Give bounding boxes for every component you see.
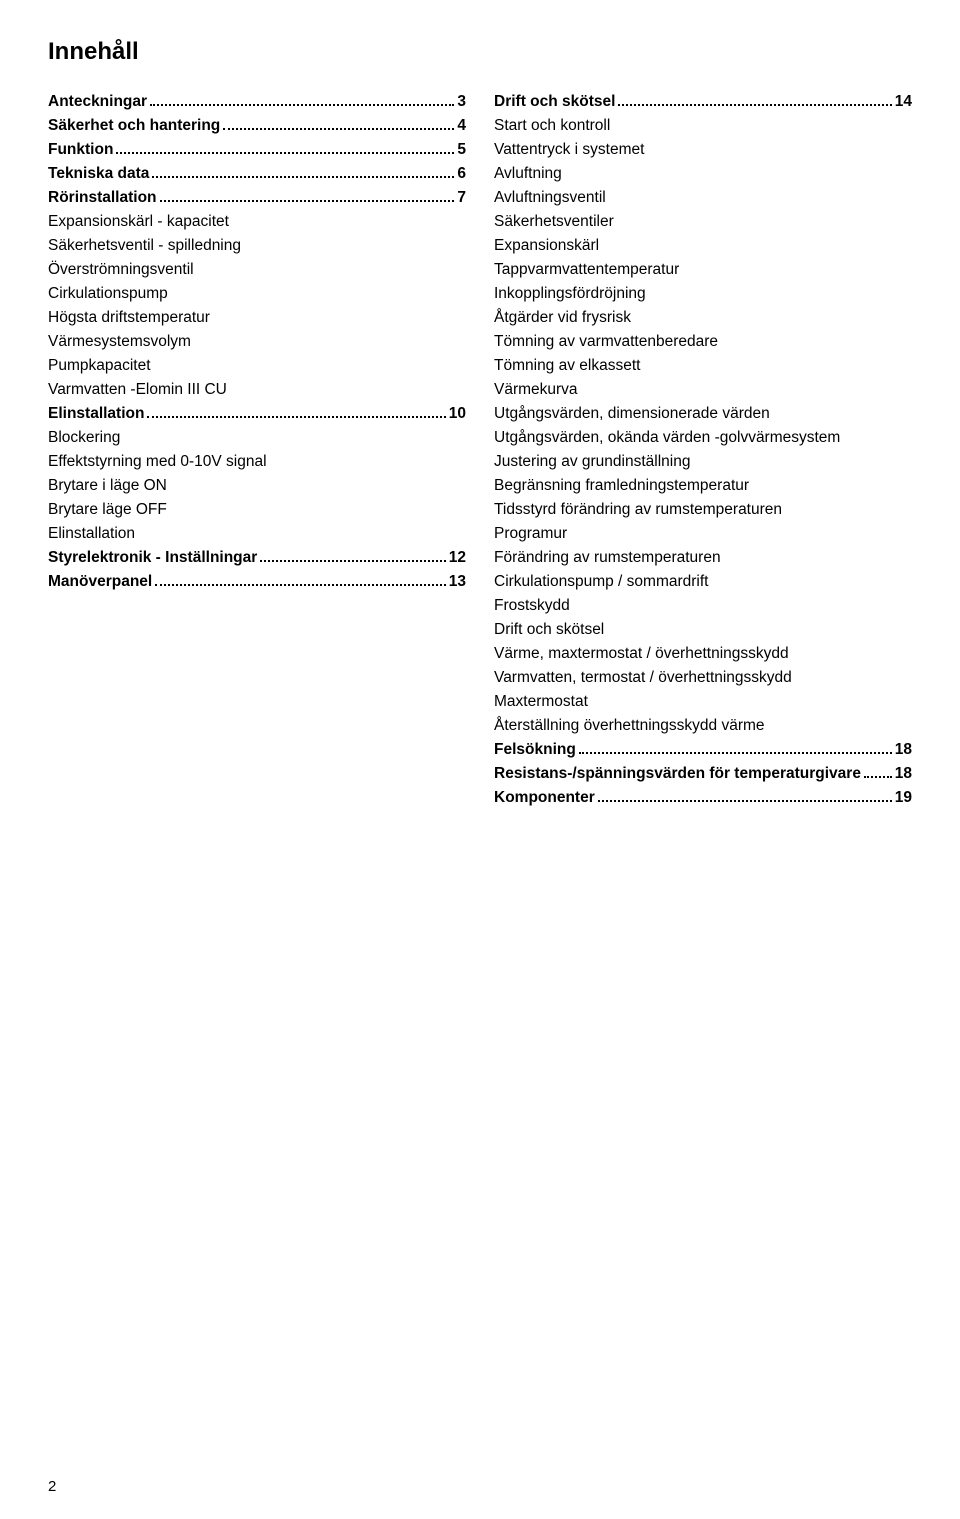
toc-subitem: Start och kontroll — [494, 114, 912, 138]
toc-subitem: Varmvatten -Elomin III CU — [48, 378, 466, 402]
toc-subitem: Varmvatten, termostat / överhettningssky… — [494, 666, 912, 690]
toc-subitem: Utgångsvärden, okända värden -golvvärmes… — [494, 426, 912, 450]
dot-leader — [260, 560, 445, 562]
toc-subitem: Högsta driftstemperatur — [48, 306, 466, 330]
dot-leader — [598, 800, 892, 802]
toc-entry: Elinstallation 10 — [48, 402, 466, 426]
toc-entry-page: 4 — [457, 114, 466, 138]
toc-entry: Manöverpanel 13 — [48, 570, 466, 594]
toc-entry-label: Tekniska data — [48, 162, 149, 186]
toc-subitem: Åtgärder vid frysrisk — [494, 306, 912, 330]
dot-leader — [147, 416, 445, 418]
toc-left-column: Anteckningar3Säkerhet och hantering4Funk… — [48, 90, 466, 810]
toc-entry-label: Felsökning — [494, 738, 576, 762]
toc-subitem: Överströmningsventil — [48, 258, 466, 282]
page-number: 2 — [48, 1478, 56, 1495]
toc-entry: Styrelektronik - Inställningar 12 — [48, 546, 466, 570]
toc-entry: Tekniska data 6 — [48, 162, 466, 186]
toc-entry-page: 19 — [895, 786, 912, 810]
dot-leader — [223, 128, 454, 130]
toc-subitem: Förändring av rumstemperaturen — [494, 546, 912, 570]
toc-entry-page: 14 — [895, 90, 912, 114]
toc-subitem: Programur — [494, 522, 912, 546]
toc-subitem: Brytare i läge ON — [48, 474, 466, 498]
toc-entry-label: Drift och skötsel — [494, 90, 615, 114]
page-title: Innehåll — [48, 38, 912, 66]
toc-subitem: Tidsstyrd förändring av rumstemperaturen — [494, 498, 912, 522]
toc-subitem: Värme, maxtermostat / överhettningsskydd — [494, 642, 912, 666]
dot-leader — [618, 104, 891, 106]
toc-subitem: Vattentryck i systemet — [494, 138, 912, 162]
toc-entry-label: Säkerhet och hantering — [48, 114, 220, 138]
toc-subitem: Drift och skötsel — [494, 618, 912, 642]
toc-entry-label: Styrelektronik - Inställningar — [48, 546, 257, 570]
dot-leader — [155, 584, 446, 586]
toc-subitem: Återställning överhettningsskydd värme — [494, 714, 912, 738]
dot-leader — [864, 776, 892, 778]
toc-entry-label: Anteckningar — [48, 90, 147, 114]
toc-subitem: Tömning av varmvattenberedare — [494, 330, 912, 354]
toc-subitem: Pumpkapacitet — [48, 354, 466, 378]
toc-entry-label: Manöverpanel — [48, 570, 152, 594]
toc-subitem: Blockering — [48, 426, 466, 450]
toc-subitem: Maxtermostat — [494, 690, 912, 714]
toc-subitem: Expansionskärl - kapacitet — [48, 210, 466, 234]
toc-entry: Rörinstallation 7 — [48, 186, 466, 210]
toc-entry-page: 5 — [457, 138, 466, 162]
toc-subitem: Effektstyrning med 0-10V signal — [48, 450, 466, 474]
toc-entry: Drift och skötsel 14 — [494, 90, 912, 114]
toc-entry-page: 12 — [449, 546, 466, 570]
toc-entry-page: 18 — [895, 738, 912, 762]
toc-entry-label: Resistans-/spänningsvärden för temperatu… — [494, 762, 861, 786]
toc-entry-page: 7 — [457, 186, 466, 210]
toc-entry: Funktion 5 — [48, 138, 466, 162]
toc-entry: Anteckningar 3 — [48, 90, 466, 114]
toc-entry-page: 10 — [449, 402, 466, 426]
toc-subitem: Säkerhetsventil - spilledning — [48, 234, 466, 258]
dot-leader — [116, 152, 454, 154]
toc-subitem: Värmekurva — [494, 378, 912, 402]
toc-subitem: Värmesystemsvolym — [48, 330, 466, 354]
toc-subitem: Inkopplingsfördröjning — [494, 282, 912, 306]
toc-subitem: Brytare läge OFF — [48, 498, 466, 522]
toc-entry-label: Elinstallation — [48, 402, 144, 426]
toc-subitem: Expansionskärl — [494, 234, 912, 258]
toc-subitem: Cirkulationspump — [48, 282, 466, 306]
toc-entry-page: 3 — [457, 90, 466, 114]
toc-subitem: Cirkulationspump / sommardrift — [494, 570, 912, 594]
toc-entry-label: Komponenter — [494, 786, 595, 810]
toc-subitem: Elinstallation — [48, 522, 466, 546]
dot-leader — [152, 176, 454, 178]
toc-entry-page: 6 — [457, 162, 466, 186]
toc-entry-label: Funktion — [48, 138, 113, 162]
toc-entry: Felsökning 18 — [494, 738, 912, 762]
toc-subitem: Säkerhetsventiler — [494, 210, 912, 234]
toc-subitem: Begränsning framledningstemperatur — [494, 474, 912, 498]
toc-columns: Anteckningar3Säkerhet och hantering4Funk… — [48, 90, 912, 810]
toc-entry-page: 13 — [449, 570, 466, 594]
toc-entry: Resistans-/spänningsvärden för temperatu… — [494, 762, 912, 786]
toc-entry-label: Rörinstallation — [48, 186, 157, 210]
toc-right-column: Drift och skötsel 14Start och kontrollVat… — [494, 90, 912, 810]
toc-subitem: Justering av grundinställning — [494, 450, 912, 474]
toc-entry: Komponenter 19 — [494, 786, 912, 810]
dot-leader — [150, 104, 454, 106]
toc-subitem: Avluftningsventil — [494, 186, 912, 210]
toc-subitem: Tömning av elkassett — [494, 354, 912, 378]
toc-subitem: Avluftning — [494, 162, 912, 186]
dot-leader — [160, 200, 455, 202]
toc-entry: Säkerhet och hantering 4 — [48, 114, 466, 138]
toc-entry-page: 18 — [895, 762, 912, 786]
toc-subitem: Tappvarmvattentemperatur — [494, 258, 912, 282]
toc-subitem: Frostskydd — [494, 594, 912, 618]
dot-leader — [579, 752, 892, 754]
toc-subitem: Utgångsvärden, dimensionerade värden — [494, 402, 912, 426]
